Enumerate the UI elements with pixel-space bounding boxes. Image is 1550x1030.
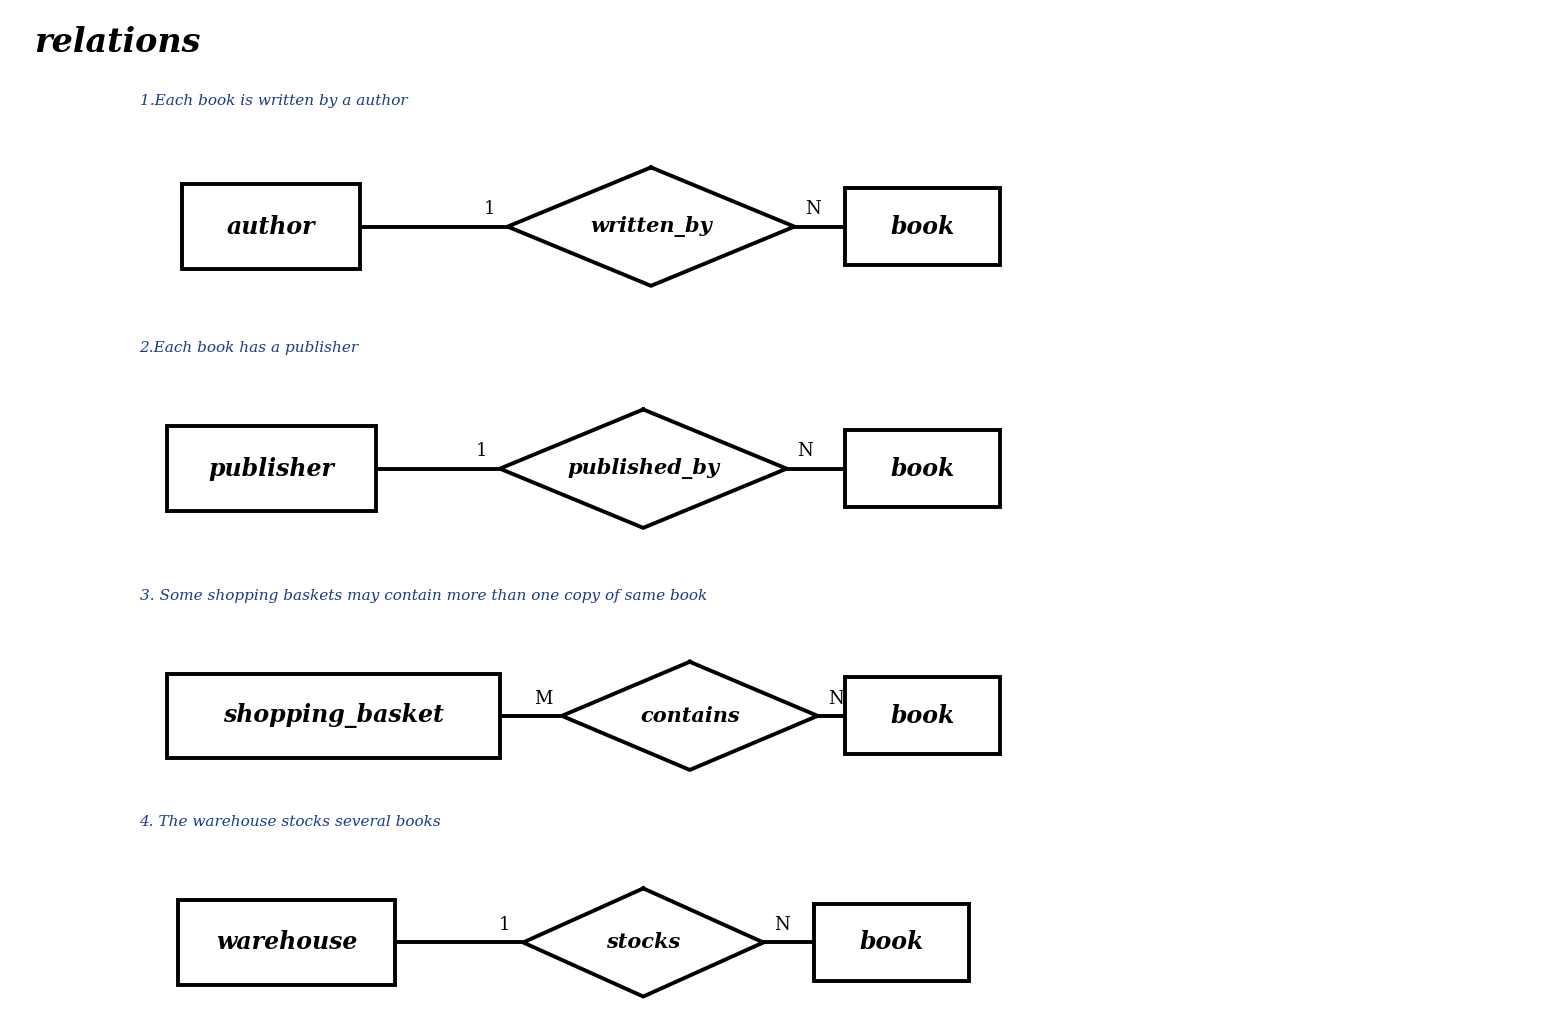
Polygon shape: [561, 662, 818, 770]
Text: N: N: [773, 917, 791, 934]
FancyBboxPatch shape: [178, 900, 395, 985]
Text: M: M: [535, 690, 552, 708]
Text: publisher: publisher: [208, 456, 335, 481]
FancyBboxPatch shape: [183, 184, 360, 269]
Text: 3. Some shopping baskets may contain more than one copy of same book: 3. Some shopping baskets may contain mor…: [140, 588, 707, 603]
Text: stocks: stocks: [606, 932, 680, 953]
Text: N: N: [828, 690, 845, 708]
Text: shopping_basket: shopping_basket: [223, 703, 443, 728]
FancyBboxPatch shape: [845, 431, 1000, 508]
Text: written_by: written_by: [591, 216, 711, 237]
Text: 4. The warehouse stocks several books: 4. The warehouse stocks several books: [140, 815, 442, 829]
Polygon shape: [499, 409, 786, 527]
Text: book: book: [890, 456, 955, 481]
Text: contains: contains: [640, 706, 739, 726]
Text: 1: 1: [499, 917, 510, 934]
Text: N: N: [797, 443, 814, 460]
Text: N: N: [804, 201, 822, 218]
FancyBboxPatch shape: [166, 426, 375, 511]
FancyBboxPatch shape: [167, 674, 499, 758]
Text: published_by: published_by: [567, 458, 719, 479]
Text: warehouse: warehouse: [215, 930, 358, 955]
Text: relations: relations: [34, 26, 200, 59]
Text: 1: 1: [484, 201, 494, 218]
Polygon shape: [524, 888, 763, 997]
FancyBboxPatch shape: [845, 678, 1000, 754]
Text: 1: 1: [476, 443, 487, 460]
Polygon shape: [508, 168, 794, 285]
Text: book: book: [890, 703, 955, 728]
Text: 1.Each book is written by a author: 1.Each book is written by a author: [140, 94, 408, 108]
Text: book: book: [890, 214, 955, 239]
FancyBboxPatch shape: [845, 188, 1000, 265]
Text: author: author: [226, 214, 316, 239]
Text: book: book: [859, 930, 924, 955]
FancyBboxPatch shape: [814, 904, 969, 981]
Text: 2.Each book has a publisher: 2.Each book has a publisher: [140, 341, 358, 355]
